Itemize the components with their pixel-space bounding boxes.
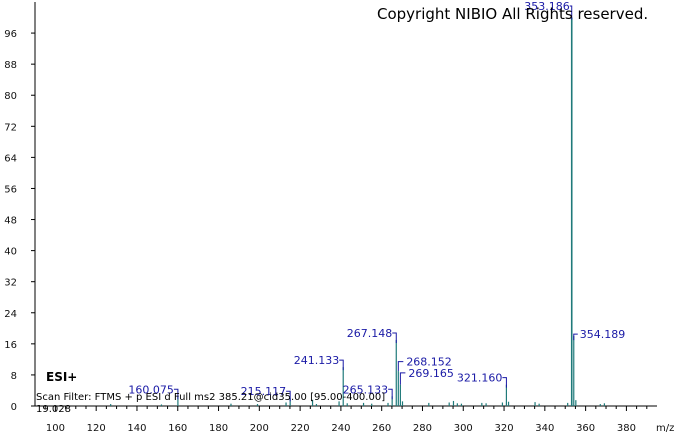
x-tick-label: 120 <box>87 423 106 434</box>
x-tick-label: 300 <box>454 423 473 434</box>
peak-label: 267.148 <box>347 327 393 340</box>
peak-label: 354.189 <box>580 328 626 341</box>
peak-label-connector <box>173 388 179 400</box>
x-tick-label: 200 <box>250 423 269 434</box>
x-tick-label: 220 <box>291 423 310 434</box>
peak-label-connector <box>502 377 507 388</box>
x-tick-label: 360 <box>576 423 595 434</box>
y-tick-label: 88 <box>4 60 17 71</box>
y-tick-label: 24 <box>4 309 17 320</box>
peak-label: 268.152 <box>406 356 452 369</box>
peak-label-connector <box>388 388 393 400</box>
peak-label-connector <box>399 372 406 385</box>
y-tick-label: 80 <box>4 91 17 102</box>
x-tick-label: 340 <box>535 423 554 434</box>
peak-label: 321.160 <box>457 372 503 385</box>
y-tick-label: 72 <box>4 122 17 133</box>
x-tick-label: 180 <box>209 423 228 434</box>
y-tick-label: 48 <box>4 216 17 227</box>
peak-label: 160.075 <box>128 383 174 396</box>
x-tick-label: 100 <box>46 423 65 434</box>
x-tick-label: 260 <box>372 423 391 434</box>
peak-labels: 160.075 215.117 241.133 265.133 267.148 268.1… <box>128 0 626 402</box>
peak-label-connector <box>397 361 404 372</box>
y-tick-label: 56 <box>4 184 17 195</box>
y-tick-label: 64 <box>4 153 17 164</box>
y-tick-label: 40 <box>4 247 17 258</box>
x-axis-label: m/z <box>656 423 674 434</box>
spectrum-peaks <box>110 17 605 406</box>
peak-label-connector <box>339 359 344 371</box>
peak-label: 265.133 <box>343 383 389 396</box>
x-tick-label: 140 <box>127 423 146 434</box>
scan-filter-text: Scan Filter: FTMS + p ESI d Full ms2 385… <box>36 392 385 403</box>
peak-label-connector <box>569 5 573 20</box>
x-tick-label: 320 <box>495 423 514 434</box>
x-tick-label: 380 <box>617 423 636 434</box>
y-tick-label: 32 <box>4 278 17 289</box>
x-tick-label: 240 <box>331 423 350 434</box>
x-tick-label: 160 <box>168 423 187 434</box>
y-tick-label: 16 <box>4 340 17 351</box>
retention-time: 19.028 <box>36 404 71 415</box>
peak-label: 353.186 <box>524 0 570 13</box>
peak-label: 269.165 <box>408 367 454 380</box>
peak-label: 215.117 <box>241 385 287 398</box>
y-axis-ticks: 0 8 16 24 32 40 48 56 64 72 80 88 96 <box>4 29 35 413</box>
peak-label: 241.133 <box>294 354 340 367</box>
peak-label-connector <box>286 390 291 402</box>
x-tick-label: 280 <box>413 423 432 434</box>
y-tick-label: 8 <box>11 371 17 382</box>
peak-label-connector <box>573 333 578 341</box>
axes <box>34 2 657 407</box>
y-tick-label: 96 <box>4 29 17 40</box>
copyright-notice: Copyright NIBIO All Rights reserved. <box>377 5 648 23</box>
x-axis-ticks: 100 120 140 160 180 200 220 240 260 280 300 320 340 3… <box>44 406 648 434</box>
ion-mode-label: ESI+ <box>46 370 77 384</box>
y-tick-label: 0 <box>11 402 17 413</box>
peak-label-connector <box>392 332 397 343</box>
